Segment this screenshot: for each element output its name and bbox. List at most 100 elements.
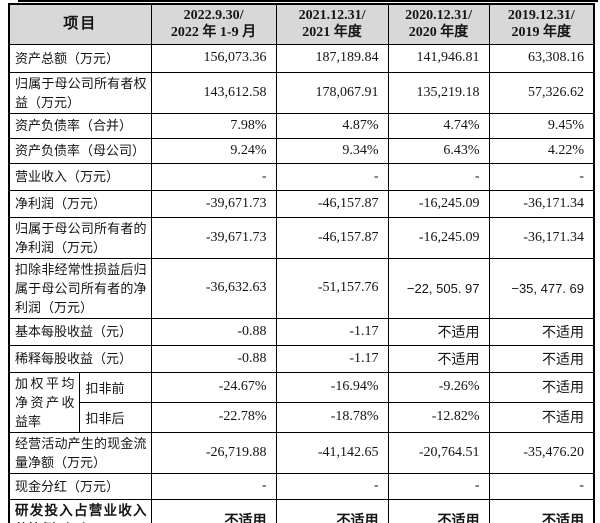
cell-value: 不适用	[387, 498, 490, 523]
cell-value: 9.24%	[150, 137, 277, 164]
table-row: 资产总额（万元） 156,073.36 187,189.84 141,946.8…	[8, 43, 595, 73]
cell-value: −35, 477. 69	[488, 257, 595, 319]
cell-value: 7.98%	[150, 112, 277, 139]
row-label: 研发投入占营业收入的比例（%）	[8, 498, 152, 523]
cell-value: -	[387, 472, 490, 500]
cell-value: -	[488, 472, 595, 500]
cell-value: 不适用	[150, 498, 277, 523]
cell-value: -18.78%	[275, 401, 389, 433]
row-label: 归属于母公司所有者权益（万元）	[8, 71, 152, 114]
cell-value: 不适用	[488, 498, 595, 523]
row-label: 营业收入（万元）	[8, 162, 152, 191]
row-label: 资产负债率（合并）	[8, 112, 152, 139]
cell-value: 156,073.36	[150, 43, 277, 73]
cell-value: -39,671.73	[150, 216, 277, 259]
cell-value: 不适用	[275, 498, 389, 523]
table-row: 稀释每股收益（元） -0.88 -1.17 不适用 不适用	[8, 344, 595, 373]
cell-value: 57,326.62	[488, 71, 595, 114]
cell-value: -39,671.73	[150, 189, 277, 218]
cell-value: -12.82%	[387, 401, 490, 433]
table-row: 净利润（万元） -39,671.73 -46,157.87 -16,245.09…	[8, 189, 595, 218]
cell-value: 不适用	[488, 401, 595, 433]
table-row: 经营活动产生的现金流量净额（万元） -26,719.88 -41,142.65 …	[8, 431, 595, 474]
cell-value: 不适用	[488, 344, 595, 373]
table-row: 归属于母公司所有者的净利润（万元） -39,671.73 -46,157.87 …	[8, 216, 595, 259]
cell-value: 不适用	[387, 317, 490, 346]
cell-value: -	[275, 162, 389, 191]
table-row-roe-pre: 加权平均净资产收益率 扣非前 -24.67% -16.94% -9.26% 不适…	[8, 371, 595, 433]
cell-value: -46,157.87	[275, 216, 389, 259]
cell-value: -24.67%	[150, 371, 277, 403]
row-sublabel: 扣非前	[78, 371, 152, 403]
cell-value: -46,157.87	[275, 189, 389, 218]
cell-value: -16,245.09	[387, 216, 490, 259]
cell-value: -	[150, 472, 277, 500]
cell-value: 63,308.16	[488, 43, 595, 73]
cell-value: 9.34%	[275, 137, 389, 164]
cell-value: -	[150, 162, 277, 191]
table-row: 扣除非经常性损益后归属于母公司所有者的净利润（万元） -36,632.63 -5…	[8, 257, 595, 319]
cell-value: -20,764.51	[387, 431, 490, 474]
cell-value: -36,171.34	[488, 189, 595, 218]
row-label: 现金分红（万元）	[8, 472, 152, 500]
cell-value: -9.26%	[387, 371, 490, 403]
table-row: 基本每股收益（元） -0.88 -1.17 不适用 不适用	[8, 317, 595, 346]
cell-value: 178,067.91	[275, 71, 389, 114]
table-row-rd-ratio: 研发投入占营业收入的比例（%） 不适用 不适用 不适用 不适用	[8, 498, 595, 523]
cell-value: 不适用	[488, 317, 595, 346]
cell-value: -1.17	[275, 344, 389, 373]
cell-value: -	[275, 472, 389, 500]
table-row: 归属于母公司所有者权益（万元） 143,612.58 178,067.91 13…	[8, 71, 595, 114]
cell-value: -22.78%	[150, 401, 277, 433]
row-label: 基本每股收益（元）	[8, 317, 152, 346]
financial-summary-table: 项目 2022.9.30/ 2022 年 1-9 月 2021.12.31/ 2…	[8, 3, 596, 523]
row-label: 经营活动产生的现金流量净额（万元）	[8, 431, 152, 474]
cell-value: -	[488, 162, 595, 191]
header-period-2021: 2021.12.31/ 2021 年度	[275, 3, 389, 45]
row-label: 资产总额（万元）	[8, 43, 152, 73]
cell-value: -36,171.34	[488, 216, 595, 259]
cell-value: -36,632.63	[150, 257, 277, 319]
row-sublabel: 扣非后	[78, 401, 152, 433]
cell-value: −22, 505. 97	[387, 257, 490, 319]
cell-value: -16.94%	[275, 371, 389, 403]
cell-value: -0.88	[150, 317, 277, 346]
cell-value: 141,946.81	[387, 43, 490, 73]
cell-value: -0.88	[150, 344, 277, 373]
header-period-2020: 2020.12.31/ 2020 年度	[387, 3, 490, 45]
cell-value: 不适用	[488, 371, 595, 403]
header-period-2022: 2022.9.30/ 2022 年 1-9 月	[150, 3, 277, 45]
table-row: 资产负债率（母公司） 9.24% 9.34% 6.43% 4.22%	[8, 137, 595, 164]
cell-value: 187,189.84	[275, 43, 389, 73]
table-row: 资产负债率（合并） 7.98% 4.87% 4.74% 9.45%	[8, 112, 595, 139]
row-label: 稀释每股收益（元）	[8, 344, 152, 373]
cell-value: -16,245.09	[387, 189, 490, 218]
cell-value: -	[387, 162, 490, 191]
row-label: 扣除非经常性损益后归属于母公司所有者的净利润（万元）	[8, 257, 152, 319]
top-crop-line	[18, 0, 598, 2]
table-row-roe-post: 扣非后 -22.78% -18.78% -12.82% 不适用	[9, 401, 595, 433]
header-row: 项目 2022.9.30/ 2022 年 1-9 月 2021.12.31/ 2…	[8, 3, 595, 45]
cell-value: -26,719.88	[150, 431, 277, 474]
cell-value: 6.43%	[387, 137, 490, 164]
cell-value: 9.45%	[488, 112, 595, 139]
row-label: 归属于母公司所有者的净利润（万元）	[8, 216, 152, 259]
cell-value: 不适用	[387, 344, 490, 373]
cell-value: 135,219.18	[387, 71, 490, 114]
cell-value: 4.22%	[488, 137, 595, 164]
cell-value: 4.74%	[387, 112, 490, 139]
cell-value: -51,157.76	[275, 257, 389, 319]
table-row: 现金分红（万元） - - - -	[8, 472, 595, 500]
header-item: 项目	[8, 3, 152, 45]
table-row: 营业收入（万元） - - - -	[8, 162, 595, 191]
header-period-2019: 2019.12.31/ 2019 年度	[488, 3, 595, 45]
cell-value: -35,476.20	[488, 431, 595, 474]
cell-value: 143,612.58	[150, 71, 277, 114]
row-label-roe: 加权平均净资产收益率	[8, 371, 80, 433]
row-label: 资产负债率（母公司）	[8, 137, 152, 164]
row-label: 净利润（万元）	[8, 189, 152, 218]
cell-value: -41,142.65	[275, 431, 389, 474]
cell-value: 4.87%	[275, 112, 389, 139]
cell-value: -1.17	[275, 317, 389, 346]
